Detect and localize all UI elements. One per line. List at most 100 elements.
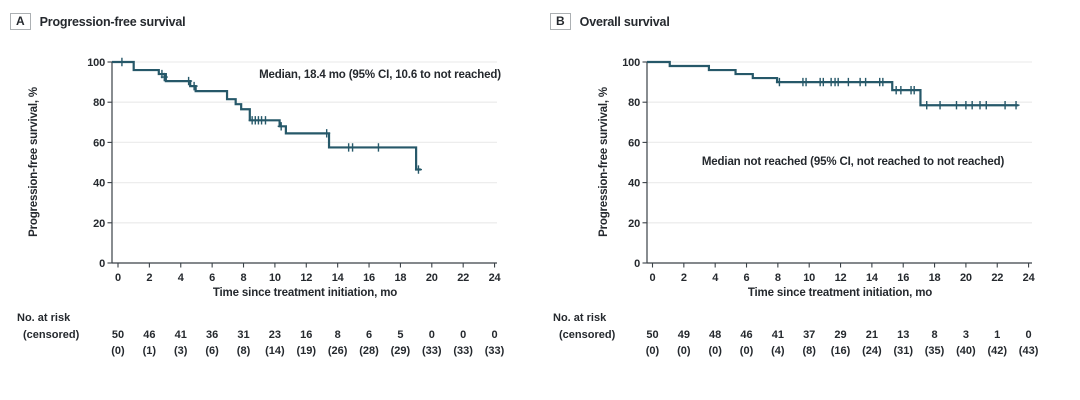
- svg-text:0: 0: [99, 258, 105, 270]
- censored-value: (33): [484, 345, 505, 357]
- at-risk-value: 6: [365, 329, 373, 341]
- svg-text:6: 6: [209, 272, 215, 284]
- censored-value: (40): [956, 345, 976, 357]
- panel-a-y-axis-title: Progression-free survival, %: [28, 87, 40, 237]
- censored-value: (4): [771, 345, 785, 357]
- at-risk-value: 0: [428, 329, 435, 341]
- svg-text:2: 2: [146, 272, 152, 284]
- censored-value: (6): [205, 345, 219, 357]
- panel-b-risk-values: 50 49 48 46 41 37 29 21 13 8 3 1 0 (0) (0) (0) (0) (4) (8)…: [540, 329, 1080, 363]
- panel-a-risk-values: 50 46 41 36 31 23 16 8 6 5 0 0 0 (0) (1) (3) (6) (8) (14)(…: [0, 329, 540, 363]
- at-risk-value: 50: [646, 329, 659, 341]
- svg-text:100: 100: [622, 57, 640, 69]
- censored-value: (24): [862, 345, 882, 357]
- censored-value: (16): [830, 345, 851, 357]
- panel-a-median-annotation: Median, 18.4 mo (95% CI, 10.6 to not rea…: [259, 69, 501, 81]
- at-risk-value: 46: [740, 329, 753, 341]
- svg-text:16: 16: [897, 272, 909, 284]
- censored-value: (0): [111, 345, 125, 357]
- at-risk-value: 21: [865, 329, 878, 341]
- svg-text:18: 18: [929, 272, 941, 284]
- at-risk-value: 41: [771, 329, 784, 341]
- censored-value: (29): [390, 345, 411, 357]
- censored-value: (3): [174, 345, 188, 357]
- at-risk-value: 23: [268, 329, 282, 341]
- at-risk-value: 46: [143, 329, 156, 341]
- panel-b-x-axis-title: Time since treatment initiation, mo: [747, 287, 933, 299]
- panel-a-header: A Progression-free survival: [10, 13, 186, 30]
- panel-b-censored-label: (censored): [559, 329, 616, 341]
- svg-text:40: 40: [628, 178, 640, 190]
- at-risk-value: 49: [677, 329, 690, 341]
- at-risk-value: 50: [111, 329, 125, 341]
- censored-value: (35): [924, 345, 945, 357]
- svg-text:14: 14: [866, 272, 879, 284]
- panel-b-y-axis-title: Progression-free survival, %: [598, 87, 610, 237]
- censored-value: (43): [1018, 345, 1039, 357]
- panel-b-risk-table-label: No. at risk: [553, 312, 607, 324]
- at-risk-value: 8: [931, 329, 938, 341]
- svg-text:16: 16: [363, 272, 375, 284]
- svg-text:40: 40: [93, 178, 105, 190]
- svg-text:100: 100: [87, 57, 105, 69]
- censored-value: (8): [802, 345, 816, 357]
- svg-text:80: 80: [628, 97, 640, 109]
- at-risk-value: 29: [834, 329, 847, 341]
- panel-a-censored-label: (censored): [23, 329, 80, 341]
- panel-a-label-box: A: [10, 13, 31, 30]
- panel-a-risk-table-label: No. at risk: [17, 312, 71, 324]
- at-risk-value: 41: [174, 329, 187, 341]
- censored-value: (8): [236, 345, 251, 357]
- panel-a-x-axis-title: Time since treatment initiation, mo: [212, 287, 398, 299]
- svg-text:2: 2: [681, 272, 687, 284]
- svg-text:60: 60: [628, 137, 640, 149]
- svg-text:0: 0: [115, 272, 121, 284]
- svg-text:12: 12: [835, 272, 847, 284]
- svg-text:24: 24: [489, 272, 502, 284]
- at-risk-value: 36: [206, 329, 219, 341]
- svg-text:4: 4: [178, 272, 185, 284]
- at-risk-value: 13: [897, 329, 910, 341]
- svg-text:14: 14: [332, 272, 345, 284]
- censored-value: (0): [708, 345, 722, 357]
- svg-text:8: 8: [241, 272, 247, 284]
- at-risk-value: 3: [962, 329, 969, 341]
- svg-text:24: 24: [1023, 272, 1036, 284]
- panel-b: B Overall survival 0 2 4 6 8 10 12 14 16 18 20 22 24…: [540, 0, 1080, 400]
- at-risk-value: 0: [460, 329, 467, 341]
- panel-b-header: B Overall survival: [550, 13, 670, 30]
- svg-text:18: 18: [394, 272, 406, 284]
- at-risk-value: 1: [994, 329, 1001, 341]
- censored-value: (0): [677, 345, 691, 357]
- at-risk-value: 16: [300, 329, 313, 341]
- svg-text:0: 0: [634, 258, 640, 270]
- svg-text:8: 8: [775, 272, 781, 284]
- censored-value: (0): [645, 345, 660, 357]
- svg-text:6: 6: [744, 272, 750, 284]
- censored-value: (33): [453, 345, 473, 357]
- at-risk-value: 0: [491, 329, 498, 341]
- censored-value: (19): [296, 345, 317, 357]
- panel-a: A Progression-free survival 0 2 4 6 8 10 12 14 1…: [0, 13, 540, 363]
- svg-text:4: 4: [712, 272, 719, 284]
- at-risk-value: 48: [709, 329, 722, 341]
- at-risk-value: 0: [1025, 329, 1032, 341]
- svg-text:10: 10: [269, 272, 281, 284]
- svg-text:10: 10: [803, 272, 815, 284]
- censored-value: (33): [422, 345, 442, 357]
- svg-text:60: 60: [93, 137, 105, 149]
- censored-value: (31): [893, 345, 913, 357]
- svg-text:20: 20: [426, 272, 438, 284]
- censored-value: (26): [327, 345, 348, 357]
- svg-text:22: 22: [991, 272, 1003, 284]
- at-risk-value: 31: [237, 329, 250, 341]
- svg-text:22: 22: [457, 272, 469, 284]
- at-risk-value: 37: [803, 329, 816, 341]
- svg-text:80: 80: [93, 97, 105, 109]
- censored-value: (14): [265, 345, 285, 357]
- panel-b-title: Overall survival: [579, 14, 670, 29]
- censored-value: (42): [987, 345, 1008, 357]
- panel-b-median-annotation: Median not reached (95% CI, not reached …: [701, 156, 1005, 168]
